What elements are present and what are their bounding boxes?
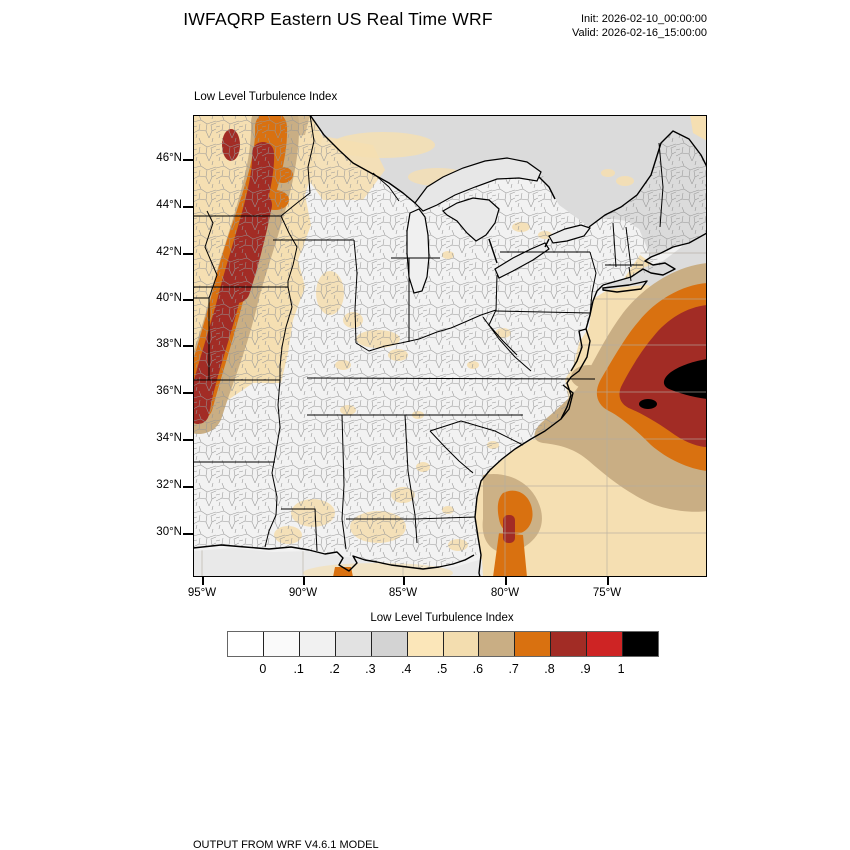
colorbar-cell	[298, 632, 335, 656]
colorbar-tick-label: 1	[617, 662, 625, 676]
init-time-label: Init: 2026-02-10_00:00:00	[581, 13, 707, 25]
lat-tick-label: 36°N	[156, 385, 182, 397]
lat-tick-mark	[183, 299, 193, 301]
colorbar-tick-label: .6	[472, 662, 484, 676]
colorbar-tick-label: .8	[544, 662, 555, 676]
run-times: Init: 2026-02-10_00:00:00 Valid: 2026-02…	[572, 12, 707, 40]
colorbar-cell	[550, 632, 587, 656]
colorbar-tick-label: .3	[365, 662, 376, 676]
lat-tick-mark	[183, 439, 193, 441]
great-lakes	[406, 157, 591, 294]
turbulence-map	[175, 99, 708, 583]
page-title: IWFAQRP Eastern US Real Time WRF	[183, 9, 493, 29]
lon-tick-mark	[505, 577, 507, 585]
colorbar-tick-label: .4	[400, 662, 412, 676]
field-label: Low Level Turbulence Index	[194, 91, 338, 103]
valid-time-label: Valid: 2026-02-16_15:00:00	[572, 27, 707, 39]
lat-tick-label: 38°N	[156, 338, 182, 350]
lat-tick-mark	[183, 345, 193, 347]
colorbar-tick-label: .2	[329, 662, 340, 676]
lat-tick-label: 30°N	[156, 526, 182, 538]
lat-tick-mark	[183, 486, 193, 488]
lon-tick-label: 75°W	[592, 587, 622, 599]
colorbar-cell	[478, 632, 515, 656]
model-info-footer: OUTPUT FROM WRF V4.6.1 MODEL WE = 310 ; …	[193, 812, 626, 850]
lon-tick-label: 85°W	[388, 587, 418, 599]
colorbar-tick-label: .5	[436, 662, 448, 676]
colorbar	[227, 631, 659, 657]
lat-tick-mark	[183, 392, 193, 394]
lon-tick-mark	[607, 577, 609, 585]
lat-tick-mark	[183, 253, 193, 255]
lat-tick-label: 32°N	[156, 479, 182, 491]
colorbar-cell	[514, 632, 551, 656]
colorbar-cell	[442, 632, 479, 656]
lon-tick-label: 95°W	[187, 587, 217, 599]
lat-tick-mark	[183, 533, 193, 535]
colorbar-cell	[262, 632, 299, 656]
lon-tick-mark	[202, 577, 204, 585]
lon-tick-label: 90°W	[288, 587, 318, 599]
turbulence-max-atlantic	[534, 263, 707, 512]
colorbar-tick-label: .9	[580, 662, 591, 676]
lat-tick-label: 34°N	[156, 432, 182, 444]
lat-tick-label: 46°N	[156, 152, 182, 164]
lon-tick-mark	[303, 577, 305, 585]
colorbar-tick-label: .1	[293, 662, 304, 676]
colorbar-cell	[334, 632, 371, 656]
colorbar-cell	[622, 632, 659, 656]
map-frame	[193, 115, 707, 577]
lat-tick-mark	[183, 159, 193, 161]
lat-tick-label: 40°N	[156, 292, 182, 304]
lon-tick-mark	[403, 577, 405, 585]
model-info-line1: OUTPUT FROM WRF V4.6.1 MODEL	[193, 839, 379, 850]
colorbar-title: Low Level Turbulence Index	[370, 612, 514, 624]
colorbar-tick-label: 0	[259, 662, 267, 676]
lat-tick-mark	[183, 206, 193, 208]
colorbar-cell	[406, 632, 443, 656]
lon-tick-label: 80°W	[490, 587, 520, 599]
map-canvas	[175, 99, 708, 583]
colorbar-cell	[228, 632, 263, 656]
colorbar-cell	[370, 632, 407, 656]
state-borders	[193, 114, 664, 552]
coastline	[192, 114, 708, 578]
colorbar-cell	[586, 632, 623, 656]
lat-tick-label: 42°N	[156, 246, 182, 258]
lat-tick-label: 44°N	[156, 199, 182, 211]
colorbar-tick-label: .7	[508, 662, 519, 676]
